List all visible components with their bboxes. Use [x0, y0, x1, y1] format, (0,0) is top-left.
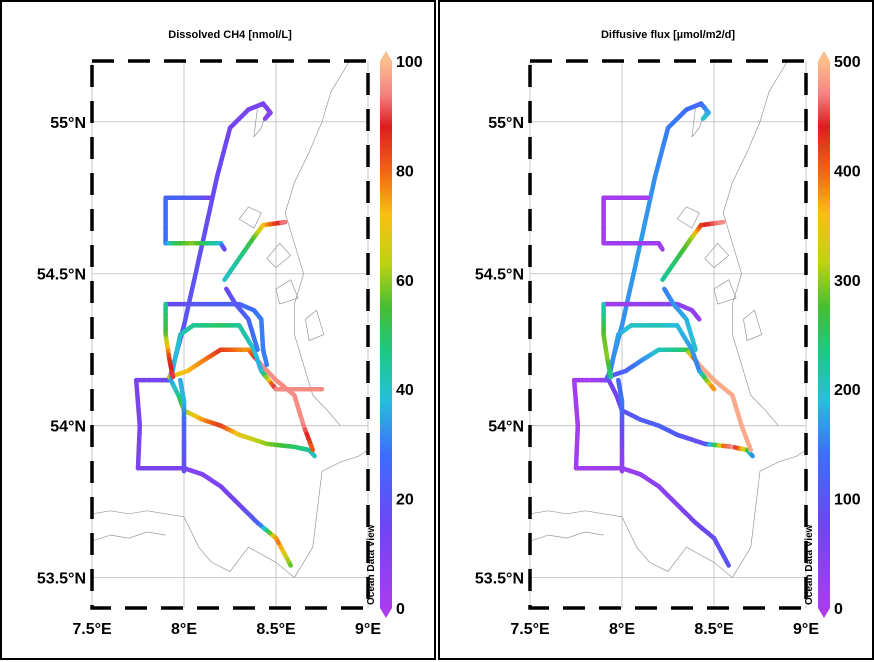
colorbar-tick-label: 400 [834, 163, 861, 180]
colorbar-tick-label: 80 [396, 163, 414, 180]
y-tick-label: 53.5°N [475, 571, 524, 588]
track-segment [749, 446, 751, 450]
flux-map-chart: Diffusive flux [µmol/m2/d] 53.5°N 54°N 54.5… [440, 2, 874, 662]
x-tick-label: 8.5°E [694, 621, 734, 638]
track-segment [224, 248, 225, 249]
chart-title: Dissolved CH4 [nmol/L] [168, 29, 292, 41]
y-tick-label: 54.5°N [37, 267, 86, 284]
track-segment [256, 345, 258, 350]
y-tick-label: 55°N [50, 115, 86, 132]
track-segment [265, 118, 266, 119]
x-tick-label: 8°E [171, 621, 197, 638]
ocean-data-view-watermark: Ocean Data View [366, 524, 377, 605]
track-segment [662, 248, 663, 249]
track-segment [311, 446, 313, 450]
x-tick-label: 9°E [793, 621, 819, 638]
chart-title: Diffusive flux [µmol/m2/d] [601, 29, 735, 41]
colorbar-tick-label: 40 [396, 382, 414, 399]
colorbar [818, 61, 830, 608]
colorbar [380, 61, 392, 608]
colorbar-min-arrow [380, 608, 392, 618]
colorbar-min-arrow [818, 608, 830, 618]
track-segment [266, 362, 267, 365]
track-segment [694, 345, 696, 350]
track-segment [610, 374, 611, 377]
track-segment [703, 118, 704, 119]
track-segment [314, 455, 315, 456]
y-tick-label: 54°N [50, 419, 86, 436]
x-tick-label: 9°E [355, 621, 381, 638]
track-segment [282, 222, 286, 223]
track-segment [172, 374, 173, 377]
colorbar-tick-label: 300 [834, 273, 861, 290]
x-tick-label: 7.5°E [510, 621, 550, 638]
ocean-data-view-watermark: Ocean Data View [804, 524, 815, 605]
colorbar-tick-label: 200 [834, 382, 861, 399]
colorbar-tick-label: 100 [396, 54, 423, 71]
colorbar-max-arrow [380, 51, 392, 61]
y-tick-label: 54°N [488, 419, 524, 436]
chart-panel-flux: Diffusive flux [µmol/m2/d] 53.5°N 54°N 54.5… [438, 0, 874, 660]
y-tick-label: 54.5°N [475, 267, 524, 284]
track-segment [712, 386, 715, 389]
track-segment [698, 318, 699, 320]
colorbar-tick-label: 60 [396, 273, 414, 290]
y-tick-label: 53.5°N [37, 571, 86, 588]
colorbar-tick-label: 20 [396, 492, 414, 509]
x-tick-label: 8.5°E [256, 621, 296, 638]
colorbar-tick-label: 100 [834, 492, 861, 509]
colorbar-tick-label: 0 [834, 601, 843, 618]
track-segment [752, 455, 753, 456]
colorbar-max-arrow [818, 51, 830, 61]
x-tick-label: 8°E [609, 621, 635, 638]
chart-panel-ch4: Dissolved CH4 [nmol/L] 53.5°N 54°N 54.5°N 55… [0, 0, 436, 660]
colorbar-tick-label: 0 [396, 601, 405, 618]
ch4-map-chart: Dissolved CH4 [nmol/L] 53.5°N 54°N 54.5°N 55… [2, 2, 438, 662]
track-segment [720, 222, 724, 223]
colorbar-tick-label: 500 [834, 54, 861, 71]
y-tick-label: 55°N [488, 115, 524, 132]
x-tick-label: 7.5°E [72, 621, 112, 638]
